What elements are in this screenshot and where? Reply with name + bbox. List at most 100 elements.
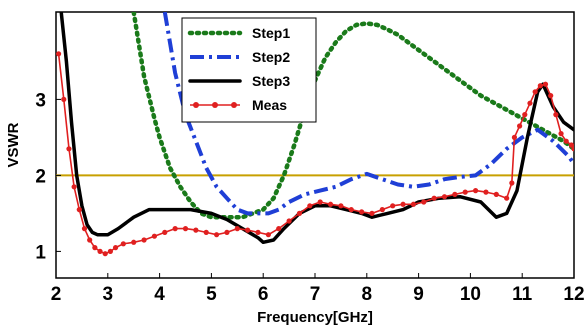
meas-data-point (379, 207, 385, 213)
series-meas (56, 51, 574, 257)
meas-data-point (431, 195, 437, 201)
y-tick-label: 1 (35, 242, 46, 263)
legend-item-step1: Step1 (187, 25, 290, 41)
meas-data-point (421, 199, 427, 205)
meas-data-point (571, 146, 574, 152)
meas-data-point (213, 232, 220, 238)
legend-marker (212, 102, 218, 108)
meas-data-point (527, 100, 533, 106)
meas-data-point (71, 184, 77, 190)
x-axis-label: Frequency[GHz] (257, 309, 373, 325)
legend-item-step2: Step2 (190, 49, 290, 65)
meas-data-point (441, 194, 448, 200)
meas-data-point (162, 229, 168, 235)
legend-label: Step1 (252, 25, 290, 41)
meas-data-point (452, 191, 458, 197)
meas-data-point (296, 210, 303, 216)
meas-data-point (151, 233, 158, 239)
meas-data-point (182, 226, 189, 232)
meas-data-point (193, 227, 199, 233)
meas-data-point (563, 138, 569, 144)
meas-data-point (276, 226, 282, 232)
meas-data-point (317, 199, 323, 205)
legend-label: Meas (252, 97, 287, 113)
meas-data-point (234, 226, 240, 232)
meas-data-point (66, 146, 72, 152)
meas-data-point (462, 189, 468, 195)
legend-item-step3: Step3 (188, 73, 290, 89)
meas-data-point (327, 201, 334, 207)
meas-data-point (224, 229, 230, 235)
x-tick-label: 3 (103, 284, 114, 305)
meas-data-point (522, 112, 528, 118)
series-line-step3 (59, 12, 574, 245)
y-tick-label: 2 (35, 166, 46, 187)
x-tick-label: 10 (460, 284, 481, 305)
meas-data-point (141, 237, 147, 243)
legend-label: Step2 (252, 49, 290, 65)
meas-data-point (286, 218, 292, 224)
series-step3 (59, 12, 574, 245)
y-axis-label: VSWR (5, 122, 22, 167)
meas-data-point (537, 83, 543, 89)
legend-marker (193, 102, 199, 108)
legend-marker (231, 102, 237, 108)
meas-data-point (553, 112, 559, 118)
meas-data-point (265, 232, 271, 238)
meas-data-point (493, 191, 499, 197)
legend-item-meas: Meas (190, 97, 287, 113)
series-line-meas (57, 53, 574, 255)
meas-data-point (87, 237, 93, 243)
x-axis-ticks: 2 3 4 5 6 7 8 9 10 11 12 (51, 273, 585, 305)
x-tick-label: 11 (512, 284, 533, 305)
meas-data-point (92, 245, 98, 251)
x-tick-label: 4 (154, 284, 165, 305)
meas-data-point (410, 201, 417, 207)
meas-data-point (172, 226, 178, 232)
meas-data-point (517, 123, 523, 129)
meas-data-point (97, 248, 103, 254)
y-axis-ticks: 1 2 3 (35, 90, 61, 263)
meas-data-point (542, 81, 549, 87)
meas-data-point (400, 201, 406, 207)
meas-data-point (511, 134, 518, 140)
meas-data-point (203, 229, 209, 235)
meas-data-point (359, 209, 365, 215)
meas-data-point (532, 89, 538, 95)
meas-data-point (81, 226, 88, 232)
x-tick-label: 7 (310, 284, 321, 305)
meas-data-point (483, 189, 489, 195)
meas-data-point (390, 203, 396, 209)
series-step2 (162, 12, 574, 216)
meas-data-point (255, 229, 261, 235)
meas-data-point (120, 241, 126, 247)
meas-data-point (509, 180, 515, 186)
meas-data-point (369, 210, 375, 216)
meas-data-point (558, 131, 564, 137)
x-tick-label: 5 (206, 284, 217, 305)
meas-data-point (102, 251, 108, 257)
meas-data-point (348, 207, 354, 213)
x-tick-label: 9 (413, 284, 424, 305)
meas-data-point (61, 96, 67, 102)
meas-data-point (112, 245, 119, 251)
meas-data-point (472, 188, 479, 194)
meas-data-point (76, 207, 82, 213)
meas-data-point (504, 195, 510, 201)
x-tick-label: 8 (362, 284, 373, 305)
legend: Step1 Step2 Step3 Meas (181, 17, 317, 123)
meas-data-point (307, 203, 313, 209)
meas-data-point (56, 51, 62, 57)
meas-data-point (568, 142, 574, 148)
meas-data-point (131, 239, 137, 245)
y-tick-label: 3 (35, 90, 46, 111)
meas-data-point (107, 248, 113, 254)
meas-data-point (548, 93, 554, 99)
series-line-step2 (162, 12, 574, 216)
legend-label: Step3 (252, 73, 290, 89)
meas-data-point (245, 227, 251, 233)
x-tick-label: 2 (51, 284, 62, 305)
x-tick-label: 6 (258, 284, 269, 305)
meas-data-point (338, 203, 344, 209)
